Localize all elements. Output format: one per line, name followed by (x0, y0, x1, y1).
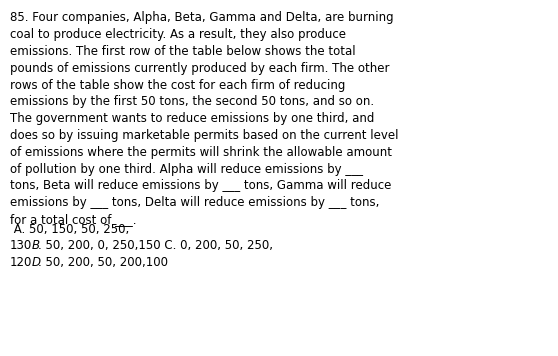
Text: 120: 120 (10, 256, 32, 269)
Text: A. 50, 150, 50, 250,: A. 50, 150, 50, 250, (10, 223, 129, 236)
Text: 85. Four companies, Alpha, Beta, Gamma and Delta, are burning
coal to produce el: 85. Four companies, Alpha, Beta, Gamma a… (10, 11, 398, 226)
Text: . 50, 200, 0, 250,150 C. 0, 200, 50, 250,: . 50, 200, 0, 250,150 C. 0, 200, 50, 250… (39, 240, 273, 252)
Text: B: B (31, 240, 39, 252)
Text: D: D (31, 256, 40, 269)
Text: . 50, 200, 50, 200,100: . 50, 200, 50, 200,100 (39, 256, 169, 269)
Text: 130: 130 (10, 240, 32, 252)
